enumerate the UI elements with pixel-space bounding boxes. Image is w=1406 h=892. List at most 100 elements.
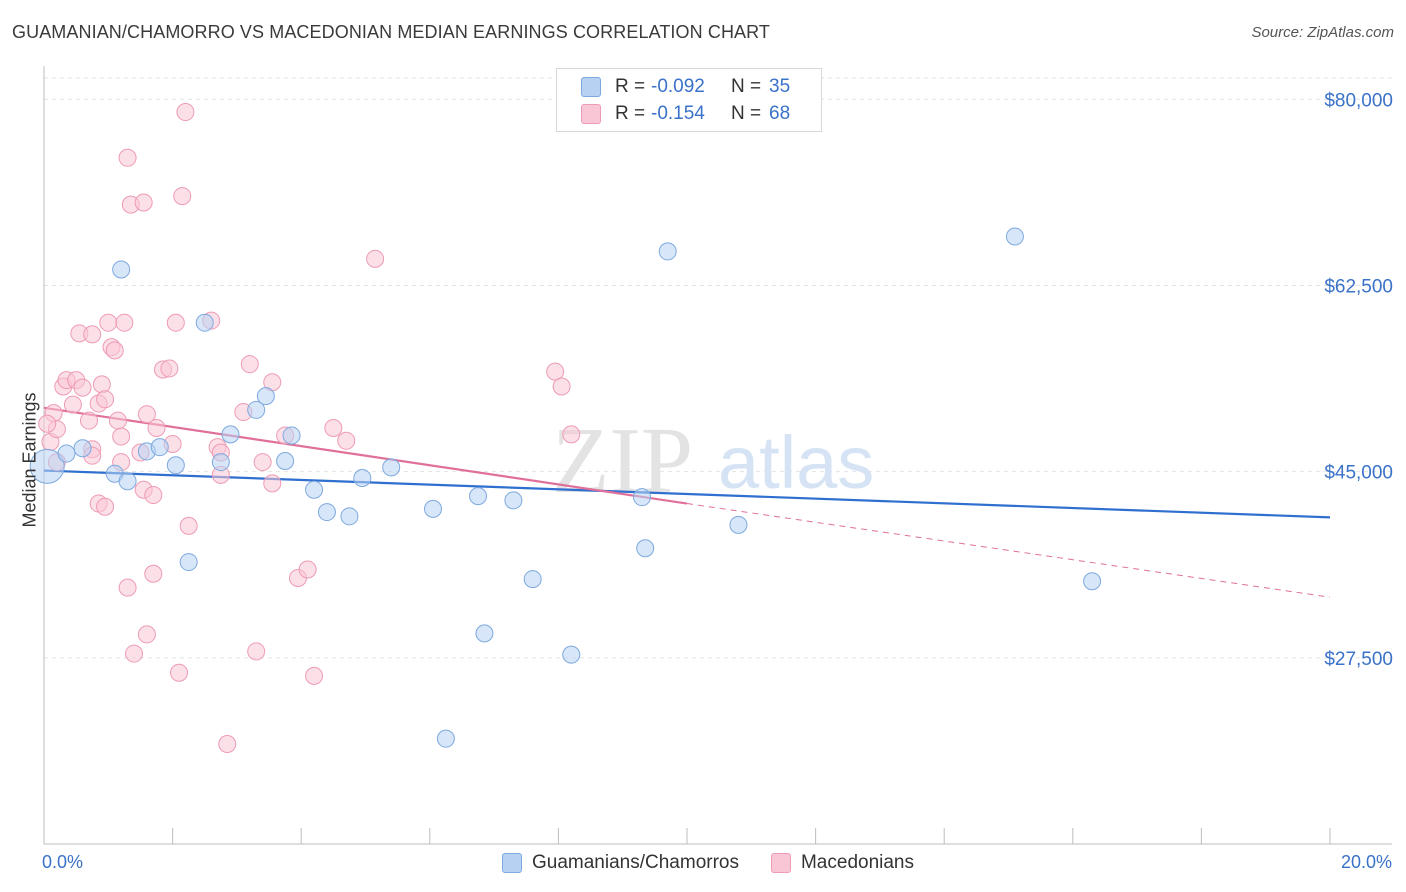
y-tick-labels: $27,500 $45,000 $62,500 $80,000 <box>1324 90 1393 670</box>
point-macedonian <box>166 313 185 332</box>
series-guamanians <box>29 227 1102 748</box>
legend-label-guamanians: Guamanians/Chamorros <box>532 852 739 873</box>
point-macedonian <box>134 193 153 212</box>
point-guamanian <box>469 487 488 506</box>
point-macedonian <box>96 390 115 409</box>
point-guamanian <box>317 503 336 522</box>
watermark-zip: ZIP <box>552 409 693 513</box>
chart-title: GUAMANIAN/CHAMORRO VS MACEDONIAN MEDIAN … <box>12 22 771 42</box>
point-guamanian <box>247 400 266 419</box>
point-macedonian <box>324 419 343 438</box>
trend-guamanians <box>43 469 1331 519</box>
point-guamanian <box>29 448 65 484</box>
point-macedonian <box>160 359 179 378</box>
x-tick-min: 0.0% <box>42 852 84 872</box>
point-guamanian <box>211 453 230 472</box>
legend-row-guamanians: R = -0.092 N = 35 <box>581 73 790 101</box>
point-macedonian <box>263 474 282 493</box>
point-macedonian <box>253 453 272 472</box>
point-guamanian <box>562 645 581 664</box>
point-guamanian <box>73 439 92 458</box>
x-tick-max: 20.0% <box>1340 852 1392 872</box>
legend-item-guamanians[interactable]: Guamanians/Chamorros <box>502 852 739 874</box>
point-guamanian <box>256 387 275 406</box>
point-macedonian <box>305 666 324 685</box>
point-macedonian <box>125 644 144 663</box>
point-guamanian <box>221 425 240 444</box>
watermark: ZIP atlas <box>552 409 874 513</box>
point-guamanian <box>195 313 214 332</box>
point-guamanian <box>436 729 455 748</box>
point-guamanian <box>475 624 494 643</box>
source-label: Source: ZipAtlas.com <box>1251 24 1394 41</box>
point-guamanian <box>1083 572 1102 591</box>
blue-swatch <box>581 77 601 97</box>
point-macedonian <box>83 325 102 344</box>
point-macedonian <box>337 431 356 450</box>
r-label: R = <box>615 76 646 97</box>
legend-item-macedonians[interactable]: Macedonians <box>770 852 915 874</box>
point-guamanian <box>504 491 523 510</box>
series-legend: Guamanians/Chamorros Macedonians <box>502 852 946 874</box>
point-guamanian <box>424 499 443 518</box>
pink-swatch <box>581 104 601 124</box>
legend-row-macedonians: R = -0.154 N = 68 <box>581 100 790 128</box>
y-tick-label: $80,000 <box>1324 90 1393 111</box>
point-macedonian <box>144 564 163 583</box>
point-macedonian <box>118 148 137 167</box>
point-macedonian <box>176 103 195 122</box>
point-macedonian <box>247 642 266 661</box>
point-guamanian <box>382 458 401 477</box>
blue-swatch <box>502 853 522 873</box>
point-guamanian <box>729 515 748 534</box>
point-macedonian <box>108 411 127 430</box>
point-macedonian <box>240 355 259 374</box>
series-macedonians <box>38 103 581 753</box>
point-guamanian <box>282 426 301 445</box>
point-guamanian <box>112 260 131 279</box>
point-macedonian <box>170 663 189 682</box>
y-axis-label: Median Earnings <box>19 392 40 528</box>
point-macedonian <box>173 187 192 206</box>
point-macedonian <box>96 497 115 516</box>
n-value: 35 <box>769 76 791 97</box>
point-macedonian <box>112 427 131 446</box>
legend-label-macedonians: Macedonians <box>800 852 915 873</box>
n-label: N = <box>731 103 762 124</box>
point-guamanian <box>523 570 542 589</box>
point-guamanian <box>179 553 198 572</box>
point-macedonian <box>118 578 137 597</box>
point-macedonian <box>366 249 385 268</box>
point-guamanian <box>353 469 372 488</box>
point-guamanian <box>150 438 169 457</box>
point-macedonian <box>80 411 99 430</box>
point-guamanian <box>632 488 651 507</box>
trend-macedonians-extension <box>686 503 1331 598</box>
point-macedonian <box>562 425 581 444</box>
r-value: -0.154 <box>651 103 705 124</box>
point-guamanian <box>658 242 677 261</box>
point-macedonian <box>73 378 92 397</box>
point-macedonian <box>105 341 124 360</box>
y-tick-label: $62,500 <box>1324 276 1393 297</box>
n-label: N = <box>731 76 762 97</box>
point-guamanian <box>276 452 295 470</box>
point-macedonian <box>147 419 166 438</box>
point-macedonian <box>137 625 156 644</box>
point-macedonian <box>546 362 565 381</box>
correlation-legend: R = -0.092 N = 35 R = -0.154 N = 68 <box>556 68 822 132</box>
point-macedonian <box>298 560 317 579</box>
point-guamanian <box>305 480 324 499</box>
r-value: -0.092 <box>651 76 705 97</box>
point-macedonian <box>38 414 57 433</box>
point-guamanian <box>57 444 76 463</box>
point-macedonian <box>115 313 134 332</box>
point-guamanian <box>636 539 655 558</box>
point-guamanian <box>166 456 185 475</box>
point-guamanian <box>1005 227 1024 246</box>
pink-swatch <box>770 853 791 873</box>
point-macedonian <box>99 313 118 332</box>
point-macedonian <box>137 405 156 424</box>
point-macedonian <box>552 377 571 396</box>
point-guamanian <box>118 472 137 491</box>
